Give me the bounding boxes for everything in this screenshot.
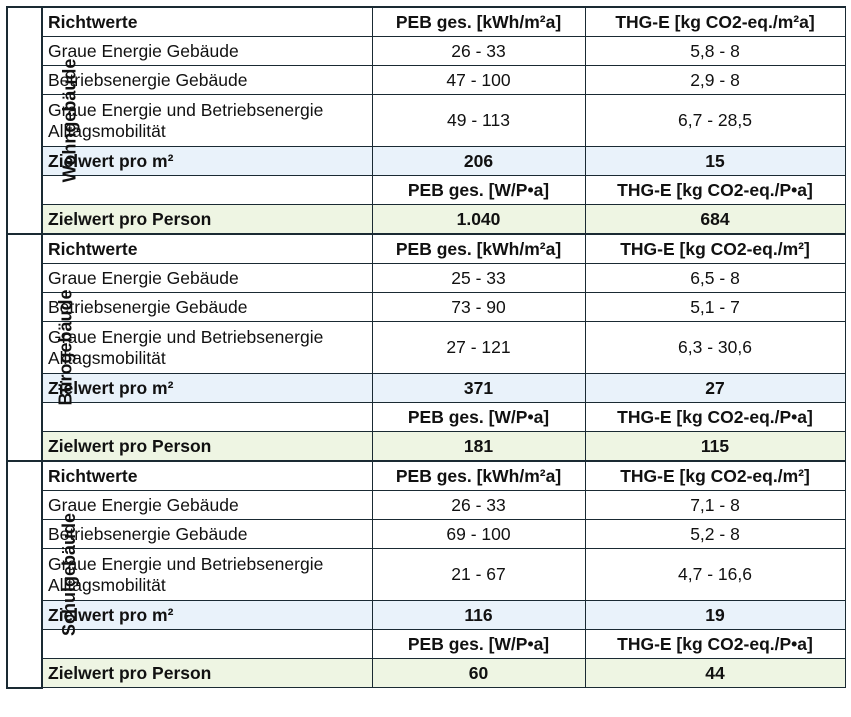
row-thg: 2,9 - 8 bbox=[584, 65, 846, 95]
row-peb: 69 - 100 bbox=[371, 519, 586, 549]
person-header-thg: THG-E [kg CO2-eq./P•a] bbox=[584, 629, 846, 659]
target-person-thg: 44 bbox=[584, 658, 846, 688]
row-label: Betriebsenergie Gebäude bbox=[41, 292, 373, 322]
header-thg: THG-E [kg CO2-eq./m²] bbox=[584, 460, 846, 491]
person-header-row: PEB ges. [W/P•a] THG-E [kg CO2-eq./P•a] bbox=[7, 175, 846, 205]
target-m2-label: Zielwert pro m² bbox=[41, 600, 373, 630]
target-person-label: Zielwert pro Person bbox=[41, 431, 373, 462]
target-person-peb: 181 bbox=[371, 431, 586, 462]
header-thg: THG-E [kg CO2-eq./m²a] bbox=[584, 6, 846, 37]
target-m2-row: Zielwert pro m² 206 15 bbox=[7, 146, 846, 176]
row-label: Graue Energie Gebäude bbox=[41, 263, 373, 293]
target-person-row: Zielwert pro Person 60 44 bbox=[7, 658, 846, 688]
row-thg: 5,8 - 8 bbox=[584, 36, 846, 66]
target-m2-label: Zielwert pro m² bbox=[41, 373, 373, 403]
target-person-thg: 115 bbox=[584, 431, 846, 462]
table-row: Betriebsenergie Gebäude 69 - 100 5,2 - 8 bbox=[7, 519, 846, 549]
target-m2-label: Zielwert pro m² bbox=[41, 146, 373, 176]
row-peb: 21 - 67 bbox=[371, 548, 586, 601]
target-m2-row: Zielwert pro m² 116 19 bbox=[7, 600, 846, 630]
empty-cell bbox=[41, 402, 373, 432]
row-label: Betriebsenergie Gebäude bbox=[41, 519, 373, 549]
person-header-thg: THG-E [kg CO2-eq./P•a] bbox=[584, 175, 846, 205]
person-header-peb: PEB ges. [W/P•a] bbox=[371, 629, 586, 659]
row-peb: 26 - 33 bbox=[371, 490, 586, 520]
row-label: Graue Energie und Betriebsenergie Alltag… bbox=[41, 548, 373, 601]
target-m2-thg: 15 bbox=[584, 146, 846, 176]
table-row: Graue Energie Gebäude 26 - 33 5,8 - 8 bbox=[7, 36, 846, 66]
section-header-row: Bürogebäude Richtwerte PEB ges. [kWh/m²a… bbox=[6, 233, 846, 462]
table-row: Graue Energie und Betriebsenergie Alltag… bbox=[7, 548, 846, 601]
empty-cell bbox=[41, 175, 373, 205]
target-m2-peb: 371 bbox=[371, 373, 586, 403]
table-row: Betriebsenergie Gebäude 73 - 90 5,1 - 7 bbox=[7, 292, 846, 322]
section-label-text: Wohngebäude bbox=[59, 58, 80, 183]
target-m2-row: Zielwert pro m² 371 27 bbox=[7, 373, 846, 403]
row-label: Graue Energie Gebäude bbox=[41, 36, 373, 66]
row-peb: 73 - 90 bbox=[371, 292, 586, 322]
target-person-peb: 1.040 bbox=[371, 204, 586, 235]
row-label: Graue Energie und Betriebsenergie Alltag… bbox=[41, 321, 373, 374]
section-label: Schulgebäude bbox=[6, 460, 79, 689]
table-row: Graue Energie Gebäude 26 - 33 7,1 - 8 bbox=[7, 490, 846, 520]
target-m2-thg: 27 bbox=[584, 373, 846, 403]
person-header-row: PEB ges. [W/P•a] THG-E [kg CO2-eq./P•a] bbox=[7, 629, 846, 659]
person-header-row: PEB ges. [W/P•a] THG-E [kg CO2-eq./P•a] bbox=[7, 402, 846, 432]
section-header-row: Schulgebäude Richtwerte PEB ges. [kWh/m²… bbox=[6, 460, 846, 689]
header-thg: THG-E [kg CO2-eq./m²] bbox=[584, 233, 846, 264]
empty-cell bbox=[41, 629, 373, 659]
target-person-label: Zielwert pro Person bbox=[41, 658, 373, 688]
richtwerte-table: Wohngebäude Richtwerte PEB ges. [kWh/m²a… bbox=[6, 6, 846, 689]
row-thg: 6,5 - 8 bbox=[584, 263, 846, 293]
header-title: Richtwerte bbox=[41, 233, 373, 264]
header-peb: PEB ges. [kWh/m²a] bbox=[371, 460, 586, 491]
row-thg: 6,7 - 28,5 bbox=[584, 94, 846, 147]
target-person-row: Zielwert pro Person 181 115 bbox=[7, 431, 846, 462]
row-label: Graue Energie und Betriebsenergie Alltag… bbox=[41, 94, 373, 147]
row-thg: 5,1 - 7 bbox=[584, 292, 846, 322]
person-header-peb: PEB ges. [W/P•a] bbox=[371, 402, 586, 432]
target-person-thg: 684 bbox=[584, 204, 846, 235]
row-peb: 27 - 121 bbox=[371, 321, 586, 374]
row-peb: 49 - 113 bbox=[371, 94, 586, 147]
row-label: Graue Energie Gebäude bbox=[41, 490, 373, 520]
row-peb: 25 - 33 bbox=[371, 263, 586, 293]
row-label: Betriebsenergie Gebäude bbox=[41, 65, 373, 95]
target-person-row: Zielwert pro Person 1.040 684 bbox=[7, 204, 846, 235]
header-peb: PEB ges. [kWh/m²a] bbox=[371, 233, 586, 264]
table-row: Betriebsenergie Gebäude 47 - 100 2,9 - 8 bbox=[7, 65, 846, 95]
table-row: Graue Energie und Betriebsenergie Alltag… bbox=[7, 321, 846, 374]
section-label: Bürogebäude bbox=[6, 233, 76, 462]
row-thg: 5,2 - 8 bbox=[584, 519, 846, 549]
header-title: Richtwerte bbox=[41, 6, 373, 37]
row-thg: 6,3 - 30,6 bbox=[584, 321, 846, 374]
header-peb: PEB ges. [kWh/m²a] bbox=[371, 6, 586, 37]
section-label-text: Bürogebäude bbox=[55, 289, 76, 406]
row-thg: 7,1 - 8 bbox=[584, 490, 846, 520]
row-peb: 26 - 33 bbox=[371, 36, 586, 66]
row-thg: 4,7 - 16,6 bbox=[584, 548, 846, 601]
target-m2-thg: 19 bbox=[584, 600, 846, 630]
row-peb: 47 - 100 bbox=[371, 65, 586, 95]
header-title: Richtwerte bbox=[41, 460, 373, 491]
section-label: Wohngebäude bbox=[6, 6, 79, 235]
section-label-text: Schulgebäude bbox=[59, 512, 80, 636]
target-m2-peb: 206 bbox=[371, 146, 586, 176]
person-header-peb: PEB ges. [W/P•a] bbox=[371, 175, 586, 205]
person-header-thg: THG-E [kg CO2-eq./P•a] bbox=[584, 402, 846, 432]
table-row: Graue Energie und Betriebsenergie Alltag… bbox=[7, 94, 846, 147]
target-m2-peb: 116 bbox=[371, 600, 586, 630]
section-header-row: Wohngebäude Richtwerte PEB ges. [kWh/m²a… bbox=[6, 6, 846, 235]
table-row: Graue Energie Gebäude 25 - 33 6,5 - 8 bbox=[7, 263, 846, 293]
target-person-peb: 60 bbox=[371, 658, 586, 688]
target-person-label: Zielwert pro Person bbox=[41, 204, 373, 235]
